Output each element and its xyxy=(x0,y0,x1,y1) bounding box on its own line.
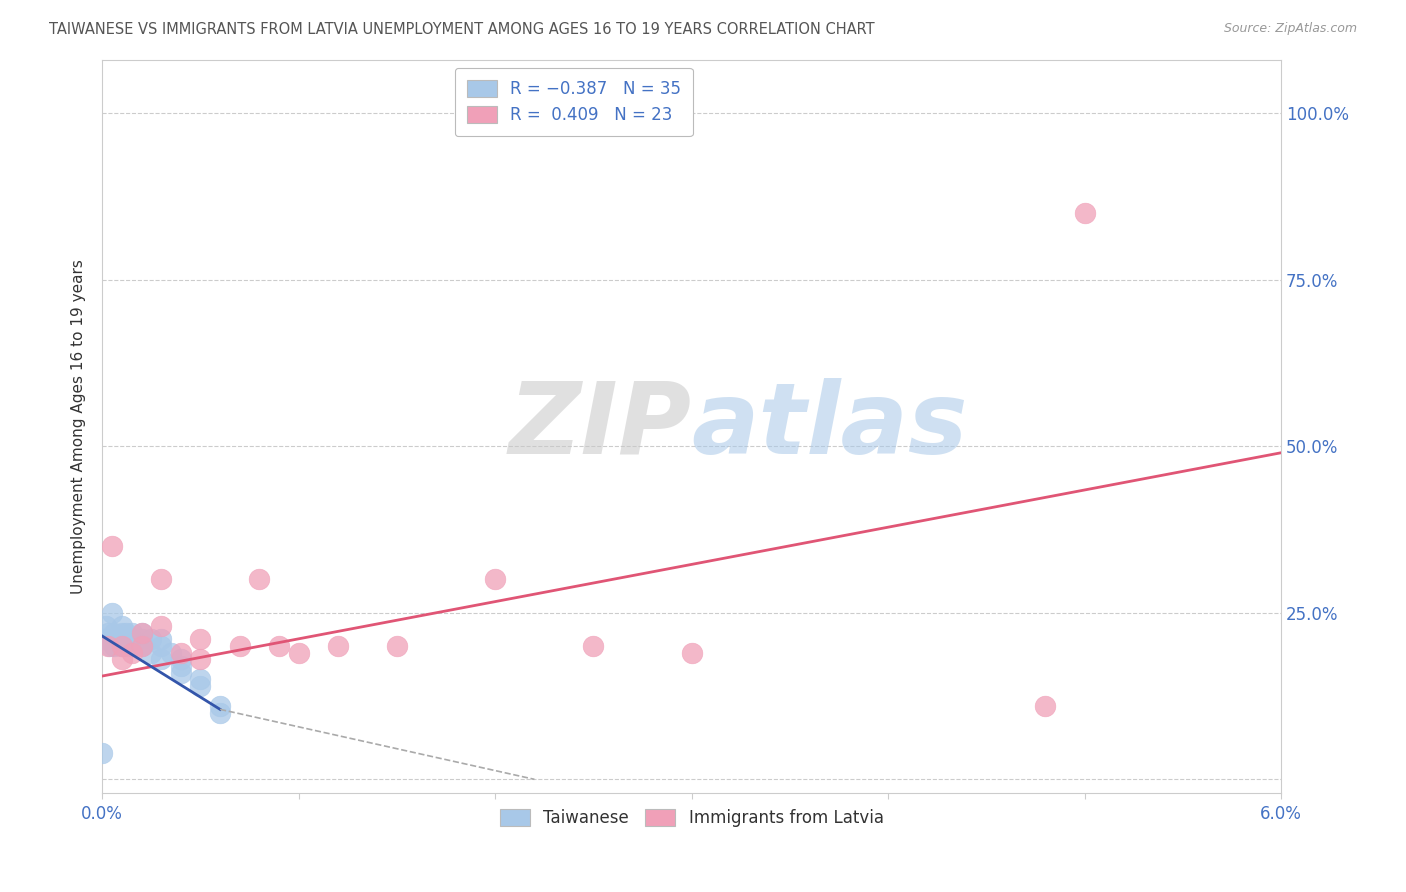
Point xyxy=(150,639,173,653)
Legend: Taiwanese, Immigrants from Latvia: Taiwanese, Immigrants from Latvia xyxy=(491,801,891,836)
Point xyxy=(111,639,134,653)
Point xyxy=(131,639,153,653)
Point xyxy=(150,619,173,633)
Point xyxy=(103,639,125,653)
Point xyxy=(94,619,117,633)
Point xyxy=(170,652,193,666)
Point xyxy=(209,699,232,714)
Point xyxy=(150,573,173,587)
Text: ZIP: ZIP xyxy=(509,377,692,475)
Point xyxy=(121,632,143,647)
Point xyxy=(582,639,605,653)
Point xyxy=(170,665,193,680)
Point xyxy=(190,679,212,693)
Point xyxy=(160,646,183,660)
Point xyxy=(141,632,163,647)
Point xyxy=(150,632,173,647)
Text: atlas: atlas xyxy=(692,377,969,475)
Point xyxy=(97,625,120,640)
Point xyxy=(190,632,212,647)
Point xyxy=(91,746,114,760)
Point xyxy=(111,625,134,640)
Point xyxy=(114,639,136,653)
Point xyxy=(229,639,252,653)
Point xyxy=(131,639,153,653)
Point xyxy=(97,639,120,653)
Point xyxy=(131,625,153,640)
Point xyxy=(1033,699,1056,714)
Point xyxy=(150,652,173,666)
Point xyxy=(190,673,212,687)
Y-axis label: Unemployment Among Ages 16 to 19 years: Unemployment Among Ages 16 to 19 years xyxy=(72,259,86,593)
Point xyxy=(209,706,232,720)
Text: TAIWANESE VS IMMIGRANTS FROM LATVIA UNEMPLOYMENT AMONG AGES 16 TO 19 YEARS CORRE: TAIWANESE VS IMMIGRANTS FROM LATVIA UNEM… xyxy=(49,22,875,37)
Point xyxy=(121,625,143,640)
Point xyxy=(111,639,134,653)
Point xyxy=(267,639,290,653)
Point xyxy=(484,573,506,587)
Text: Source: ZipAtlas.com: Source: ZipAtlas.com xyxy=(1223,22,1357,36)
Point xyxy=(247,573,270,587)
Point xyxy=(114,625,136,640)
Point xyxy=(111,619,134,633)
Point xyxy=(326,639,349,653)
Point xyxy=(385,639,408,653)
Point xyxy=(287,646,309,660)
Point xyxy=(121,646,143,660)
Point xyxy=(170,646,193,660)
Point xyxy=(131,625,153,640)
Point xyxy=(94,632,117,647)
Point xyxy=(98,639,121,653)
Point xyxy=(111,652,134,666)
Point xyxy=(103,625,125,640)
Point xyxy=(1073,206,1095,220)
Point xyxy=(91,632,114,647)
Point xyxy=(121,639,143,653)
Point xyxy=(111,632,134,647)
Point xyxy=(101,606,124,620)
Point xyxy=(190,652,212,666)
Point xyxy=(101,539,124,553)
Point xyxy=(141,646,163,660)
Point xyxy=(131,632,153,647)
Point xyxy=(681,646,703,660)
Point xyxy=(107,632,129,647)
Point xyxy=(170,659,193,673)
